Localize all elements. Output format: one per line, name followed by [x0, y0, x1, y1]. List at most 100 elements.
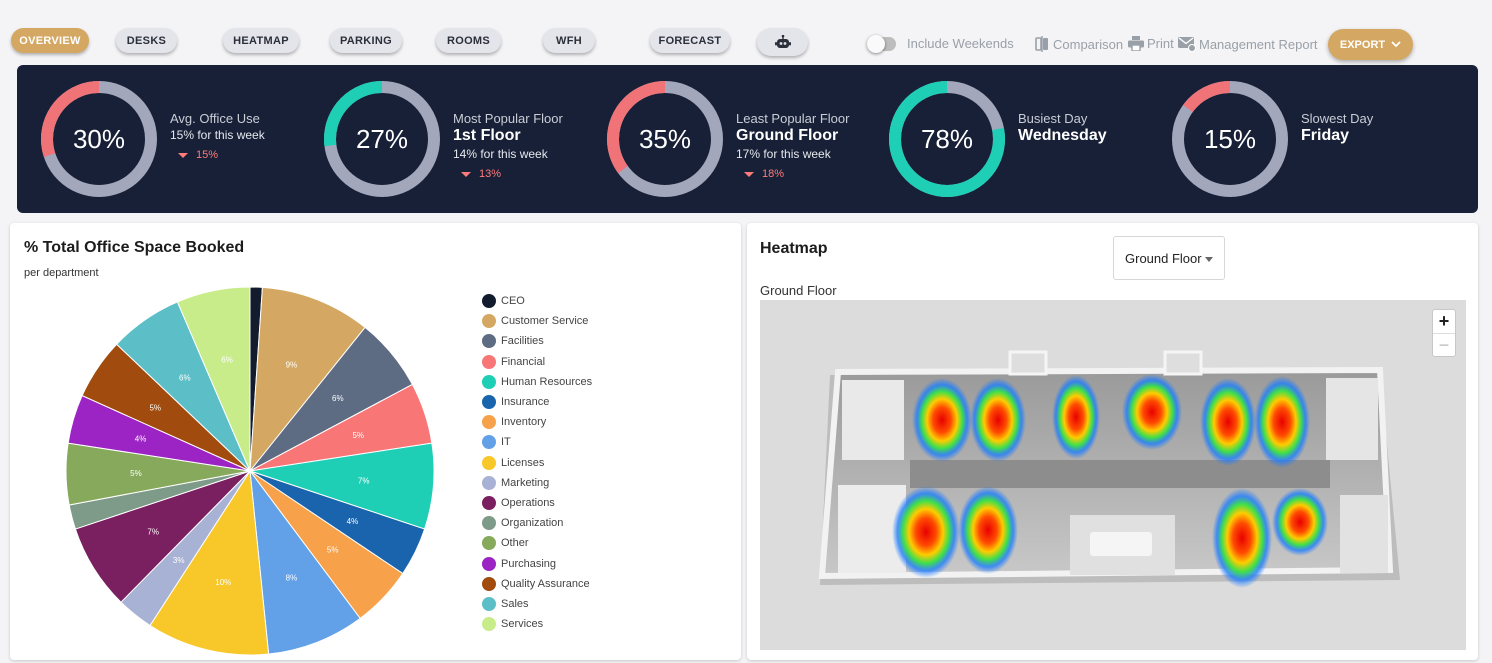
pie-card-subtitle: per department	[24, 267, 99, 279]
entrance-1	[1008, 350, 1048, 376]
pie-data-label: 5%	[327, 546, 339, 555]
kpi-main-value: 1st Floor	[453, 127, 521, 144]
legend-item[interactable]: Marketing	[482, 473, 592, 493]
tab-desks[interactable]: DESKS	[116, 28, 177, 53]
legend-item[interactable]: Services	[482, 614, 592, 634]
tab-parking[interactable]: PARKING	[330, 28, 402, 53]
pie-data-label: 4%	[135, 435, 147, 444]
tab-wfh[interactable]: WFH	[543, 28, 595, 53]
kpi-summary-bar: 30% Avg. Office Use 15% for this week 15…	[17, 65, 1478, 213]
ring-progress	[41, 81, 157, 197]
legend-swatch	[482, 516, 496, 531]
pie-data-label: 7%	[147, 527, 159, 536]
zoom-in-button[interactable]: +	[1438, 311, 1450, 331]
legend-item[interactable]: Purchasing	[482, 553, 592, 573]
pie-slice-customer-service[interactable]	[249, 286, 366, 473]
zoom-out-button[interactable]: −	[1433, 333, 1455, 356]
kpi-text: Avg. Office Use 15% for this week 15%	[170, 111, 340, 161]
pie-data-label: 5%	[130, 469, 142, 478]
legend-label: CEO	[501, 295, 525, 308]
kpi-main-value: Wednesday	[1018, 127, 1107, 144]
down-arrow-icon	[461, 171, 471, 177]
legend-item[interactable]: Sales	[482, 594, 592, 614]
pie-legend: CEO Customer Service Facilities Financial Hu…	[482, 291, 592, 634]
include-weekends-toggle[interactable]	[867, 35, 896, 53]
tab-overview[interactable]: OVERVIEW	[11, 28, 89, 53]
legend-item[interactable]: Organization	[482, 513, 592, 533]
legend-label: Financial	[501, 355, 546, 368]
print-link[interactable]: Print	[1128, 36, 1174, 51]
meeting-table	[1090, 532, 1152, 556]
right-room-bottom	[1340, 495, 1388, 573]
kpi-value: 30%	[72, 123, 126, 154]
left-room-top	[842, 380, 904, 460]
legend-item[interactable]: Insurance	[482, 392, 592, 412]
kpi-subtext: 14% for this week	[453, 147, 548, 161]
pie-slice-services[interactable]	[176, 286, 251, 472]
kpi-ring	[41, 81, 157, 197]
legend-item[interactable]: Customer Service	[482, 311, 592, 331]
right-room-top	[1326, 378, 1378, 460]
robot-assistant-button[interactable]	[757, 28, 808, 56]
robot-icon	[774, 35, 791, 48]
ring-progress	[324, 81, 440, 197]
legend-item[interactable]: Financial	[482, 352, 592, 372]
legend-item[interactable]: Facilities	[482, 331, 592, 351]
legend-swatch	[482, 374, 496, 389]
legend-swatch	[482, 435, 496, 450]
legend-label: Operations	[501, 496, 555, 509]
floor-select[interactable]: Ground Floor	[1113, 236, 1225, 280]
legend-swatch	[482, 475, 496, 490]
legend-label: Marketing	[501, 476, 550, 489]
legend-label: Services	[501, 618, 544, 631]
floor-heatmap-view[interactable]: + −	[760, 300, 1466, 650]
comparison-label: Comparison	[1053, 36, 1124, 52]
pie-slice-licenses[interactable]	[149, 469, 270, 655]
pie-card-title: % Total Office Space Booked	[24, 239, 245, 256]
kpi-delta-value: 18%	[762, 168, 785, 180]
legend-item[interactable]: Licenses	[482, 453, 592, 473]
tab-rooms[interactable]: ROOMS	[436, 28, 501, 53]
legend-swatch	[482, 314, 496, 329]
kpi-main-value: Ground Floor	[736, 127, 839, 144]
pie-data-label: 8%	[286, 573, 298, 582]
include-weekends-label: Include Weekends	[907, 36, 1014, 51]
legend-item[interactable]: Inventory	[482, 412, 592, 432]
top-navigation: OVERVIEW DESKS HEATMAP PARKING ROOMS WFH…	[0, 0, 1492, 64]
pie-data-label: 5%	[352, 431, 364, 440]
pie-slice-it[interactable]	[249, 469, 361, 655]
kpi-value: 78%	[920, 123, 974, 154]
legend-item[interactable]: Operations	[482, 493, 592, 513]
kpi-title: Slowest Day	[1301, 111, 1374, 126]
legend-swatch	[482, 334, 496, 349]
office-space-booked-card: % Total Office Space Booked per departme…	[10, 223, 741, 660]
legend-item[interactable]: IT	[482, 432, 592, 452]
toggle-knob	[867, 35, 885, 53]
tab-forecast[interactable]: FORECAST	[650, 28, 730, 53]
floor-plan-heatmap	[818, 350, 1400, 588]
legend-item[interactable]: CEO	[482, 291, 592, 311]
heat-spots	[892, 374, 1328, 588]
legend-item[interactable]: Human Resources	[482, 372, 592, 392]
kpi-delta: 13%	[453, 168, 623, 180]
comparison-link[interactable]: Comparison	[1034, 36, 1123, 52]
pie-data-label: 6%	[332, 394, 344, 403]
legend-swatch	[482, 354, 496, 369]
kpi-ring	[324, 81, 440, 197]
management-report-link[interactable]: Management Report	[1178, 36, 1318, 52]
floor-select-value: Ground Floor	[1125, 250, 1202, 266]
ring-progress	[1172, 81, 1288, 197]
comparison-icon	[1035, 36, 1048, 52]
legend-swatch	[482, 596, 496, 611]
legend-item[interactable]: Quality Assurance	[482, 574, 592, 594]
export-button[interactable]: EXPORT	[1328, 29, 1413, 60]
legend-swatch	[482, 495, 496, 510]
kpi-title: Least Popular Floor	[736, 111, 850, 126]
legend-item[interactable]: Other	[482, 533, 592, 553]
pie-data-label: 6%	[221, 355, 233, 364]
kpi-text: Least Popular Floor Ground Floor 17% for…	[736, 111, 906, 180]
legend-label: Purchasing	[501, 557, 557, 570]
tab-heatmap[interactable]: HEATMAP	[223, 28, 299, 53]
print-icon	[1128, 36, 1144, 51]
map-zoom-controls: + −	[1432, 309, 1456, 357]
